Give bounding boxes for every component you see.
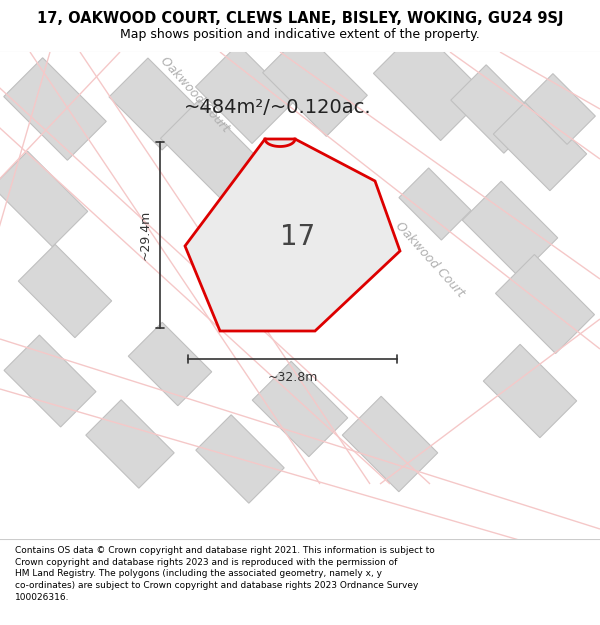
Bar	[493, 98, 587, 191]
Text: Oakwood Court: Oakwood Court	[158, 54, 232, 134]
Bar	[524, 74, 595, 144]
Bar	[0, 151, 88, 247]
Bar	[109, 58, 201, 150]
Bar	[86, 400, 174, 488]
Bar	[161, 99, 259, 199]
Bar	[252, 361, 348, 457]
Bar	[451, 65, 539, 153]
Bar	[128, 322, 212, 406]
Text: Map shows position and indicative extent of the property.: Map shows position and indicative extent…	[120, 28, 480, 41]
Text: ~484m²/~0.120ac.: ~484m²/~0.120ac.	[184, 98, 372, 117]
Text: ~32.8m: ~32.8m	[268, 371, 317, 384]
Bar	[496, 254, 595, 354]
Bar	[196, 44, 295, 144]
Text: 17, OAKWOOD COURT, CLEWS LANE, BISLEY, WOKING, GU24 9SJ: 17, OAKWOOD COURT, CLEWS LANE, BISLEY, W…	[37, 11, 563, 26]
Bar	[462, 181, 558, 277]
Text: 17: 17	[280, 223, 316, 251]
Bar	[228, 172, 362, 306]
Bar	[399, 168, 471, 240]
Bar	[4, 58, 106, 160]
Bar	[373, 28, 487, 141]
Bar	[4, 335, 96, 427]
Text: Oakwood Court: Oakwood Court	[393, 219, 467, 299]
Text: Contains OS data © Crown copyright and database right 2021. This information is : Contains OS data © Crown copyright and d…	[15, 546, 435, 602]
Bar	[196, 415, 284, 503]
Bar	[19, 244, 112, 338]
Bar	[263, 32, 367, 136]
Bar	[342, 396, 438, 492]
Polygon shape	[185, 139, 400, 331]
Bar	[484, 344, 577, 437]
Text: ~29.4m: ~29.4m	[139, 210, 152, 260]
